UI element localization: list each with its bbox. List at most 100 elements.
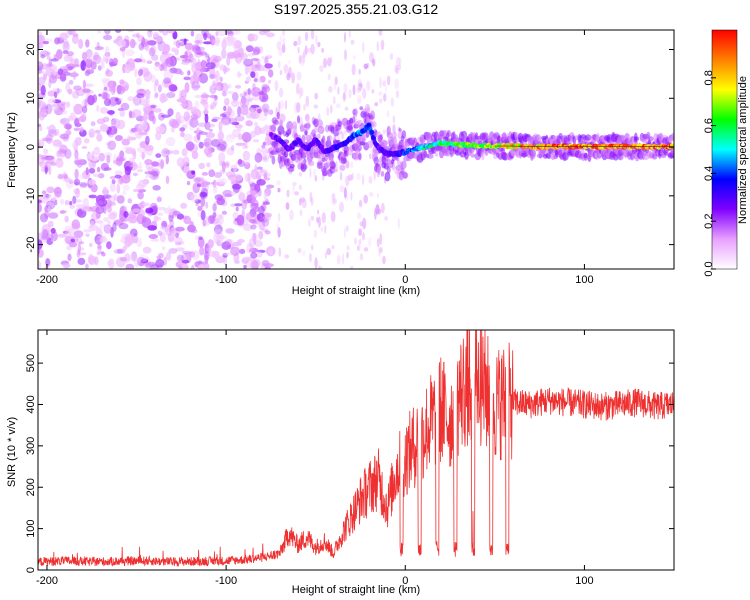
snr-plot-area [38,330,674,570]
spectrogram-cell [245,212,254,221]
spectrogram-cell [54,199,58,206]
spectrogram-cell [208,216,216,222]
spectrogram-cell [317,209,320,215]
spectrogram-cell [276,222,279,233]
spectrogram-cell [263,192,268,201]
spectrogram-cell [127,211,135,218]
snr-series-line [38,330,674,568]
spectrogram-cell [331,162,337,169]
spectrogram-cell [386,165,391,174]
spectrogram-cell [225,171,236,178]
spectrogram-cell [144,159,153,166]
spectrogram-cell [203,32,208,41]
spectrogram-cell [69,201,73,206]
spectrogram-cell [149,170,158,176]
spectrogram-cell [171,47,176,53]
spectrogram-cell [371,89,375,94]
spectrogram-cell [197,58,201,68]
spectrogram-cell [204,113,209,124]
spectrogram-cell [380,39,385,51]
spectrogram-cell [88,242,93,248]
spectrogram-cell [87,95,95,106]
spectrogram-cell [239,93,243,97]
spectrogram-cell [327,135,333,142]
spectrogram-cell [398,57,402,67]
spectrogram-cell [226,51,236,60]
spectrogram-cell [149,105,156,110]
spectrogram-cell [195,202,199,207]
spectrogram-cell [64,215,69,223]
spectrogram-cell [38,139,45,149]
spectrogram-cell [251,189,259,199]
spectrogram-cell [88,194,97,199]
spectrogram-cell [110,226,114,238]
spectrogram-cell [90,183,98,193]
spectrogram-cell [216,214,223,220]
spectrogram-cell [310,30,315,40]
spectrogram-cell [164,58,172,65]
spectrogram-cell [231,145,235,151]
spectrogram-cell [336,103,341,109]
spectrogram-cell [80,204,90,212]
spectrogram-cell [139,88,145,93]
spectrogram-cell [232,128,241,138]
spectrogram-cell [38,109,45,121]
spectrogram-cell [297,115,300,124]
spectrogram-cell [261,30,271,33]
spectrogram-cell [185,141,195,151]
spectrogram-cell [136,237,143,248]
spectrogram-cell [56,88,60,94]
spectrogram-cell [300,87,304,97]
spectrogram-cell [386,75,391,86]
spectrogram-cell [77,243,82,254]
spectrogram-cell [65,124,72,130]
spectrogram-cell [145,135,150,145]
spectrogram-cell [188,251,196,258]
spectrogram-cell [88,255,97,266]
spectrogram-cell [161,220,168,228]
spectrogram-cell [286,72,291,81]
spectrogram-cell [320,226,324,232]
spectrogram-cell [304,113,310,122]
spectrogram-cell [213,229,223,239]
spectrogram-cell [317,41,321,48]
spectrogram-cell [141,41,152,45]
spectrogram-cell [206,247,212,252]
spectrogram-cell [122,184,130,191]
spectrogram-cell [279,87,284,98]
spectrogram-cell [47,220,54,228]
spectrogram-cell [68,227,76,236]
spectrogram-cell [357,78,362,88]
spectrogram-cell [82,105,88,114]
spectrogram-cell [365,103,370,114]
spectrogram-cell [46,186,55,194]
spectrogram-cell [352,55,356,60]
spectrogram-cell [239,104,249,116]
spectrogram-cell [243,58,254,67]
spectrogram-cell [262,67,271,72]
spectrogram-cell [96,251,101,256]
colorbar-tick-label: 0.6 [703,118,715,133]
spectrogram-cell [282,30,286,37]
spectrogram-cell [252,232,257,242]
spectrogram-cell [221,241,231,250]
spectrogram-cell [38,203,42,213]
spectrogram-cell [186,191,195,201]
spectrogram-cell [383,93,387,102]
spectrogram-cell [200,98,205,107]
spectrogram-cell [218,152,226,163]
spectrogram-cell [366,80,371,92]
spectrogram-cell [253,235,257,245]
spectrogram-cell [313,229,318,239]
spectrogram-cell [82,79,86,90]
colorbar-label: Normalized spectral amplitude [737,76,749,224]
spectrogram-cell [337,120,343,127]
spectrogram-cell [530,149,536,160]
spectrogram-cell [242,145,249,149]
spectrogram-cell [108,212,117,220]
spectrogram-cell [261,168,268,174]
spectrogram-cell [279,100,285,110]
spectrogram-cell [350,265,354,269]
spectrogram-cell [239,248,246,255]
spectrogram-cell [136,209,145,218]
